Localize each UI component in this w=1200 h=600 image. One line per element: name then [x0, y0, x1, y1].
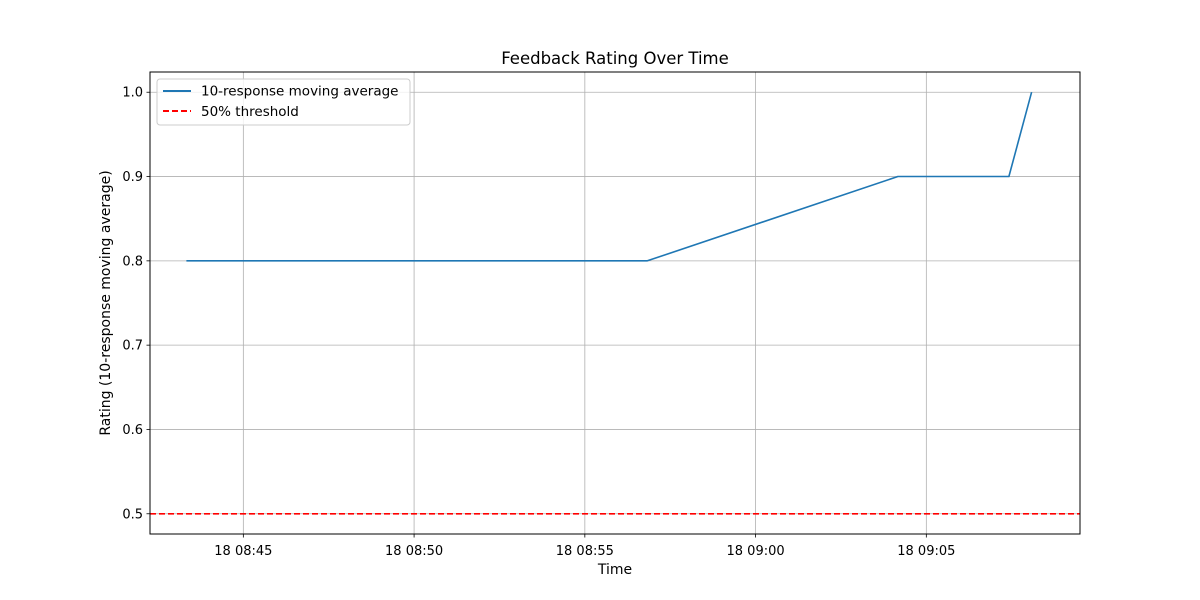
legend-box: [156, 78, 411, 126]
y-tick-label: 0.5: [122, 507, 143, 522]
x-tick-label: 18 08:55: [556, 544, 614, 559]
axis-ticks: 0.5 0.6 0.7 0.8 0.9 1.0 18 08:45 18 08:50 18 08:…: [122, 86, 955, 559]
series-line-moving-average: [186, 91, 1033, 262]
y-tick-label: 0.8: [122, 254, 143, 269]
x-tick-label: 18 08:50: [385, 544, 443, 559]
legend-label-threshold: 50% threshold: [201, 104, 299, 120]
chart-title: Feedback Rating Over Time: [501, 49, 729, 68]
x-axis-label: Time: [597, 562, 632, 578]
plot-data: [150, 91, 1080, 515]
y-tick-label: 0.9: [122, 170, 143, 185]
y-tick-label: 0.6: [122, 423, 143, 438]
x-tick-label: 18 09:00: [727, 544, 785, 559]
plot-frame: [149, 71, 1081, 535]
y-axis-label: Rating (10-response moving average): [98, 170, 114, 435]
x-tick-label: 18 08:45: [214, 544, 272, 559]
legend: 10-response moving average 50% threshold: [156, 78, 411, 126]
y-tick-label: 1.0: [122, 86, 143, 101]
legend-label-moving-average: 10-response moving average: [201, 84, 399, 100]
grid-lines: [150, 72, 1080, 534]
x-tick-label: 18 09:05: [897, 544, 955, 559]
y-tick-label: 0.7: [122, 339, 143, 354]
